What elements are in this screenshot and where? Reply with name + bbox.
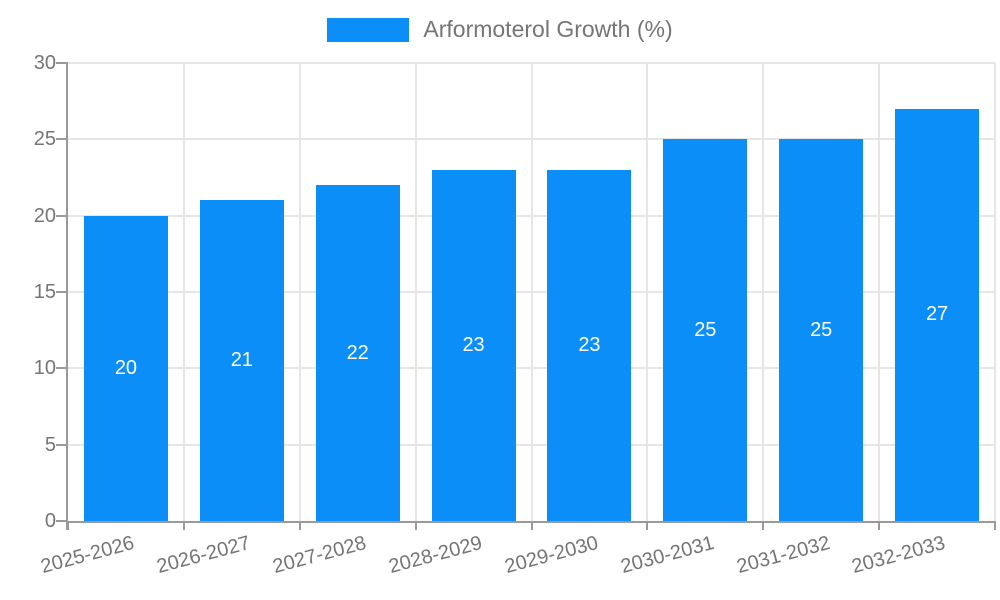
x-tick-mark	[67, 521, 69, 530]
bar[interactable]: 23	[547, 169, 632, 521]
v-gridline	[182, 63, 185, 521]
v-gridline	[646, 63, 649, 521]
bar-value-label: 22	[346, 341, 369, 364]
x-tick-label: 2029-2030	[502, 531, 601, 578]
x-tick-label: 2032-2033	[849, 531, 949, 578]
y-tick-mark	[56, 138, 68, 141]
x-tick-mark	[762, 521, 765, 530]
x-tick-mark	[414, 521, 417, 530]
bar[interactable]: 25	[779, 139, 864, 521]
bar-value-label: 27	[925, 303, 949, 326]
x-tick-label: 2028-2029	[386, 531, 485, 578]
bar-value-label: 20	[114, 356, 138, 379]
x-tick-label: 2031-2032	[734, 531, 833, 578]
y-tick-label: 10	[33, 357, 56, 380]
x-tick-mark	[878, 521, 881, 530]
y-tick-label: 25	[33, 128, 56, 151]
v-gridline	[530, 63, 533, 521]
x-tick-mark	[182, 521, 185, 530]
v-gridline	[878, 63, 881, 521]
y-tick-mark	[56, 291, 68, 293]
y-tick-label: 20	[33, 204, 56, 227]
x-tick-label: 2025-2026	[38, 531, 137, 578]
y-tick-mark	[56, 367, 68, 370]
bar[interactable]: 25	[663, 139, 748, 521]
bar-value-label: 25	[810, 318, 833, 341]
bar-value-label: 25	[694, 318, 717, 341]
bar-value-label: 21	[230, 349, 253, 372]
y-tick-mark	[56, 214, 68, 217]
legend[interactable]: Arformoterol Growth (%)	[0, 16, 1000, 43]
bar-value-label: 23	[462, 333, 485, 356]
v-gridline	[298, 63, 301, 521]
x-tick-label: 2026-2027	[154, 531, 253, 578]
bar[interactable]: 20	[83, 215, 168, 521]
x-tick-label: 2030-2031	[618, 531, 717, 578]
bar[interactable]: 21	[199, 200, 284, 521]
legend-swatch	[327, 17, 410, 42]
x-tick-label: 2027-2028	[270, 531, 369, 578]
x-tick-mark	[994, 521, 996, 530]
y-tick-mark	[56, 443, 68, 446]
y-tick-label: 5	[44, 433, 56, 456]
y-tick-label: 0	[44, 510, 56, 532]
v-gridline	[414, 63, 417, 521]
v-gridline	[762, 63, 765, 521]
y-axis-line	[66, 63, 68, 530]
x-tick-mark	[298, 521, 301, 530]
x-tick-mark	[530, 521, 533, 530]
y-tick-mark	[56, 520, 68, 522]
legend-label: Arformoterol Growth (%)	[423, 16, 673, 42]
bar-value-label: 23	[578, 333, 601, 356]
y-tick-label: 15	[33, 281, 56, 303]
y-tick-mark	[56, 62, 68, 64]
x-axis-line	[66, 521, 995, 523]
y-tick-label: 30	[33, 52, 56, 74]
bar[interactable]: 27	[895, 108, 980, 521]
bar[interactable]: 22	[315, 185, 400, 521]
x-tick-mark	[646, 521, 649, 530]
bar[interactable]: 23	[431, 169, 516, 521]
v-gridline	[994, 63, 996, 521]
